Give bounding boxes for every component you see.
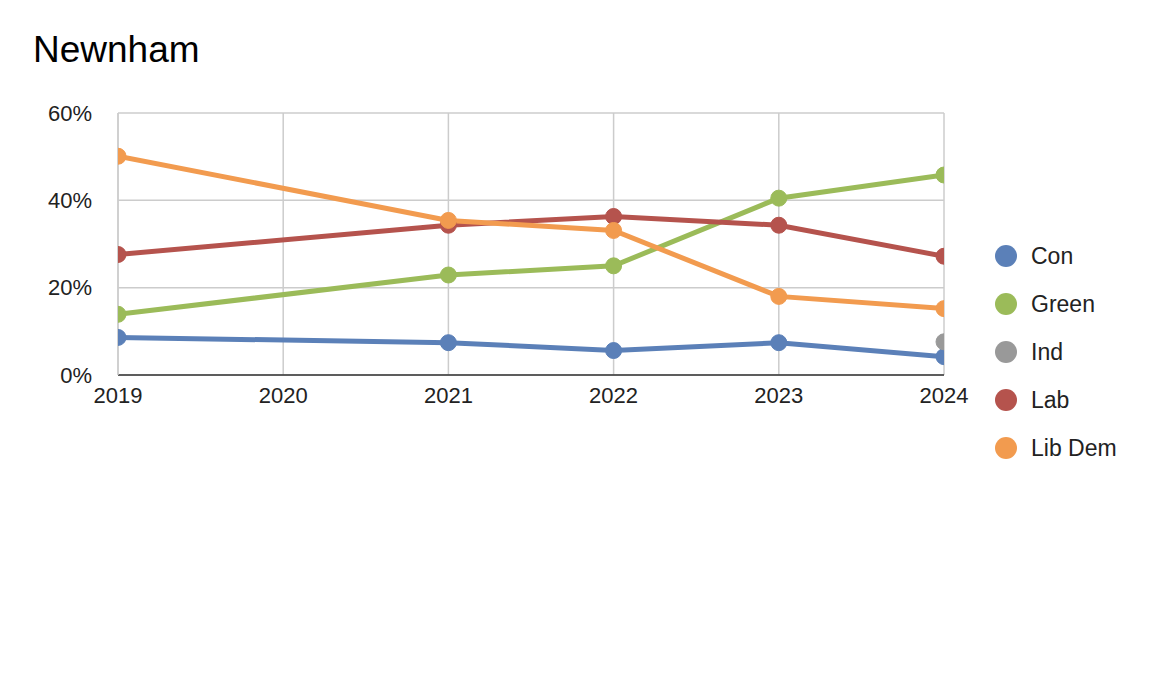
svg-text:20%: 20% [48,275,92,300]
html-text:Lab: Lab [1031,386,1070,413]
svg-text:2021: 2021 [424,383,473,408]
html-text:Con: Con [1031,242,1074,269]
svg-text:0%: 0% [60,363,92,388]
svg-text:2023: 2023 [754,383,803,408]
svg-text:2020: 2020 [259,383,308,408]
html-text:Green: Green [1031,290,1095,317]
svg-text:2019: 2019 [94,383,143,408]
html-text:Newnham: Newnham [33,29,200,70]
svg-text:2024: 2024 [920,383,969,408]
svg-text:60%: 60% [48,101,92,126]
html-text:Ind: Ind [1031,338,1063,365]
svg-text:40%: 40% [48,188,92,213]
svg-text:2022: 2022 [589,383,638,408]
html-text:Lib Dem: Lib Dem [1031,434,1117,461]
